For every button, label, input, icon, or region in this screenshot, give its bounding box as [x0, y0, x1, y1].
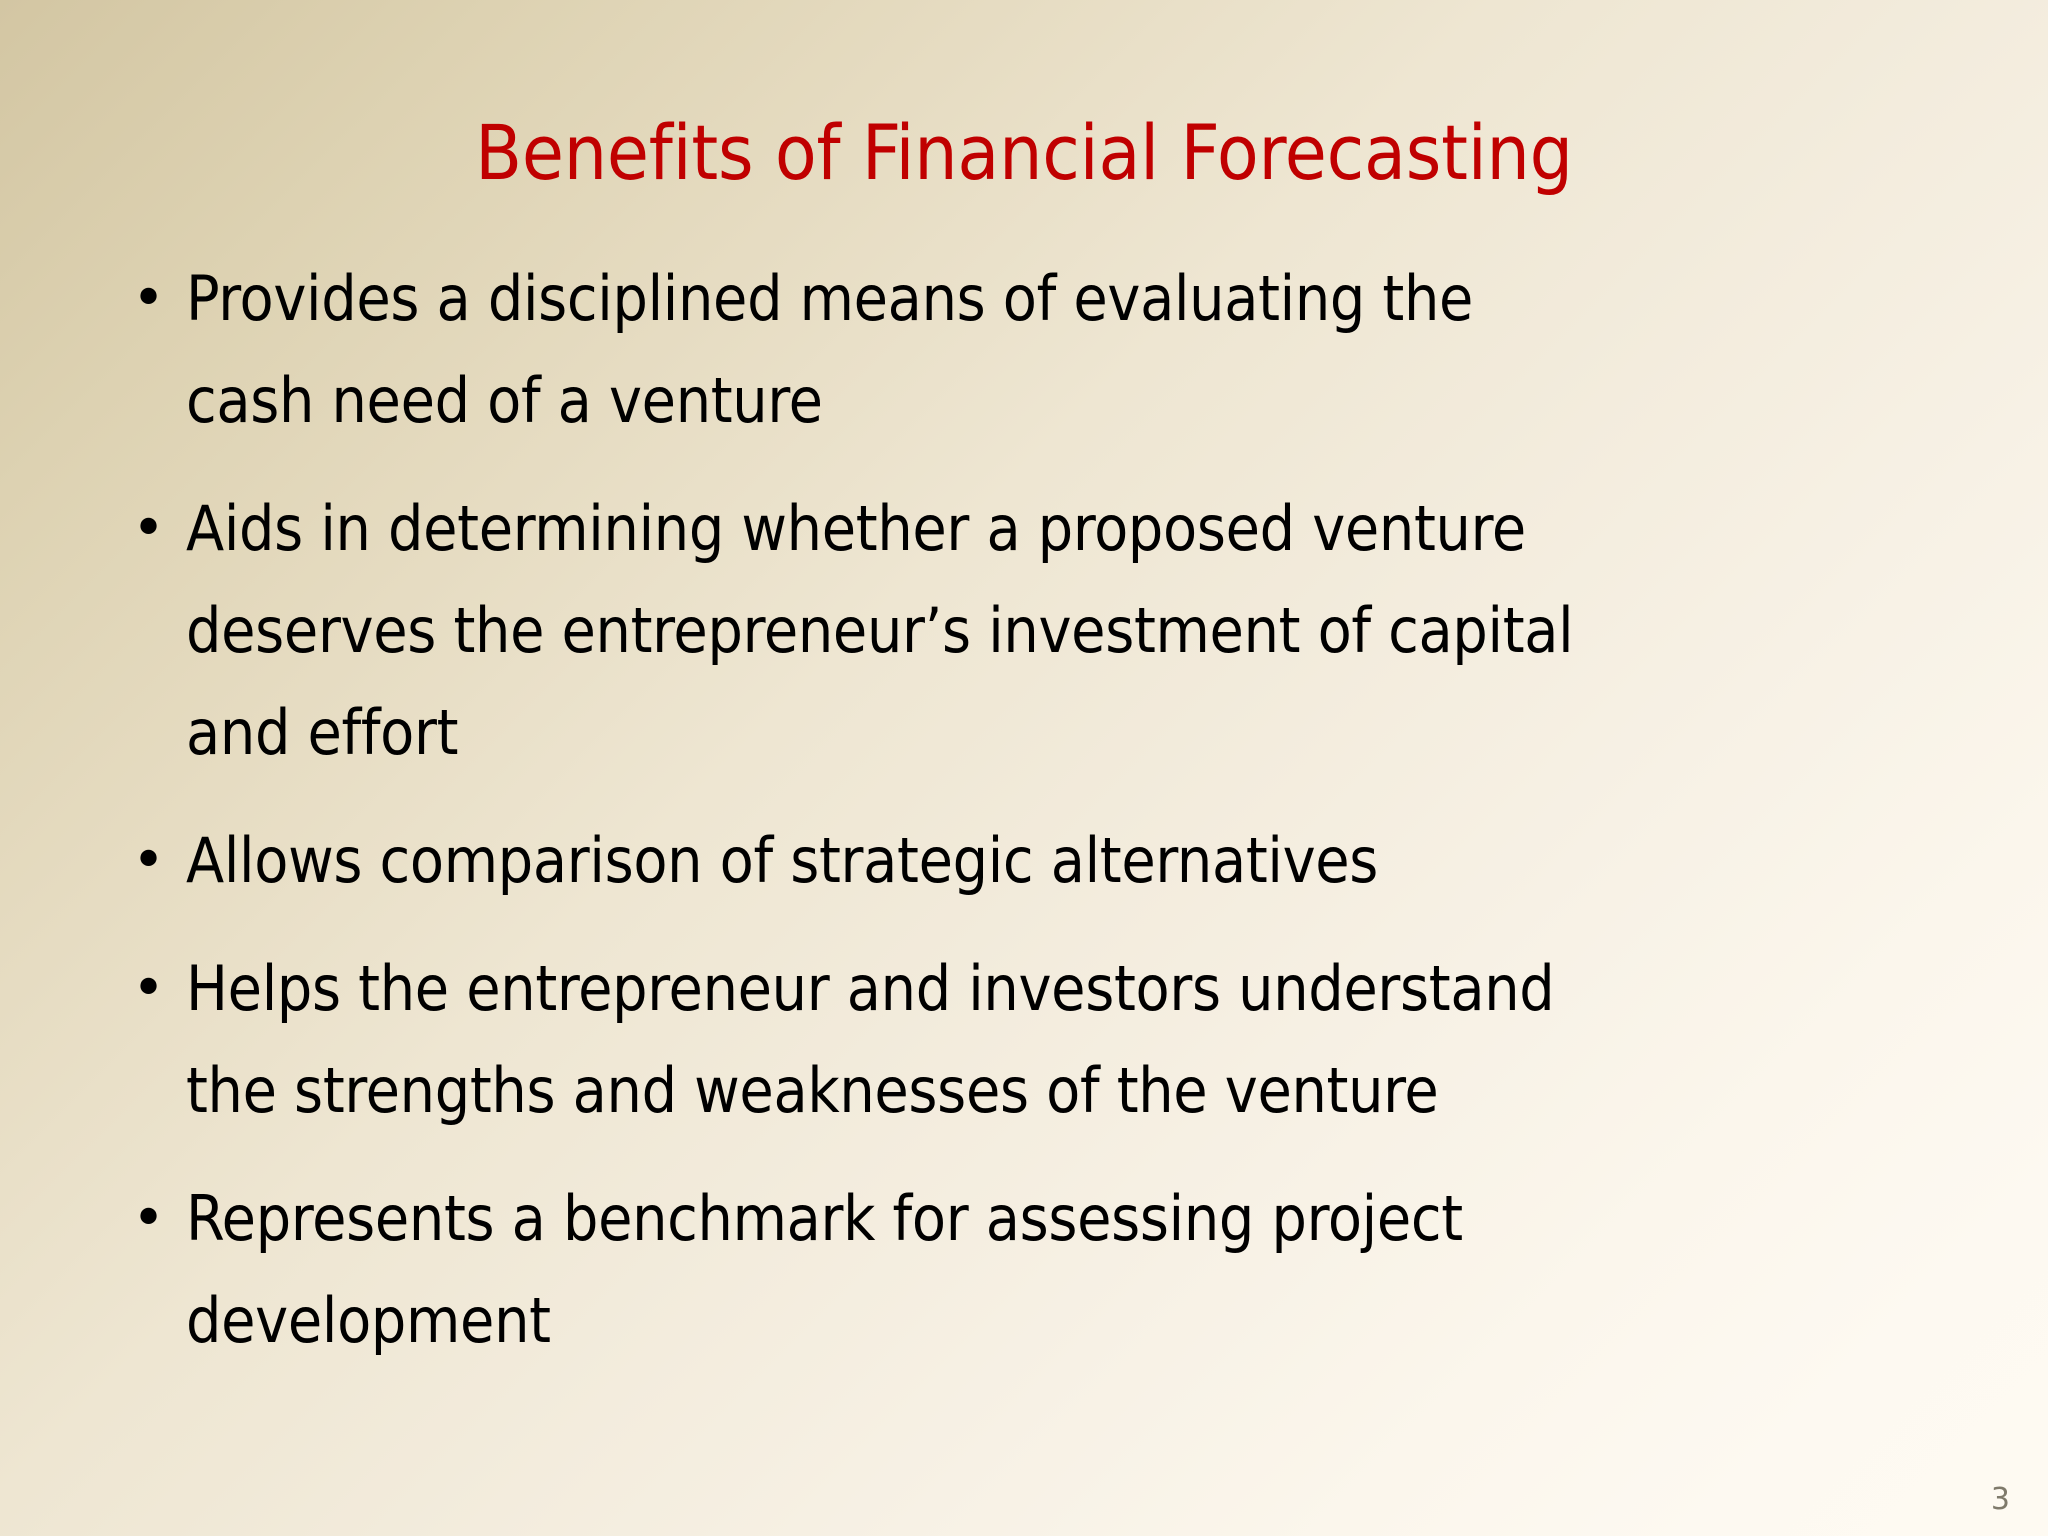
list-item: • Allows comparison of strategic alterna…: [108, 810, 1978, 912]
list-item: • Provides a disciplined means of evalua…: [108, 248, 1978, 452]
slide-title-container: Benefits of Financial Forecasting: [0, 56, 2048, 250]
page-title: Benefits of Financial Forecasting: [475, 107, 1573, 197]
bullet-point-icon: •: [132, 828, 166, 893]
list-item-text: Provides a disciplined means of evaluati…: [186, 262, 1474, 437]
bullet-point-icon: •: [132, 1186, 166, 1251]
bullet-list: • Provides a disciplined means of evalua…: [108, 248, 1978, 1398]
bullet-point-icon: •: [132, 266, 166, 331]
list-item: • Represents a benchmark for assessing p…: [108, 1168, 1978, 1372]
list-item: • Aids in determining whether a proposed…: [108, 478, 1978, 784]
bullet-point-icon: •: [132, 956, 166, 1021]
list-item-text: Allows comparison of strategic alternati…: [186, 824, 1379, 897]
list-item-text: Represents a benchmark for assessing pro…: [186, 1182, 1463, 1357]
list-item-text: Aids in determining whether a proposed v…: [186, 492, 1574, 769]
bullet-point-icon: •: [132, 496, 166, 561]
list-item: • Helps the entrepreneur and investors u…: [108, 938, 1978, 1142]
slide-page-number: 3: [1990, 1482, 2010, 1517]
list-item-text: Helps the entrepreneur and investors und…: [186, 952, 1555, 1127]
